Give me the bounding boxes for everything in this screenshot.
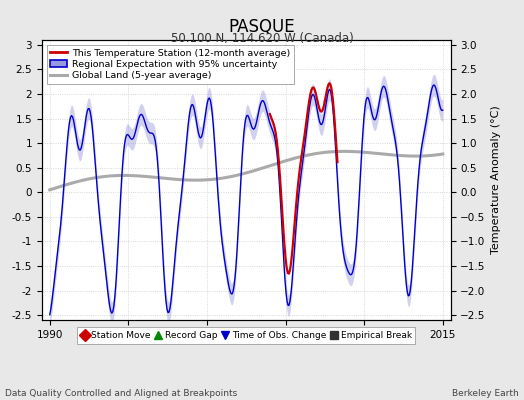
Text: Data Quality Controlled and Aligned at Breakpoints: Data Quality Controlled and Aligned at B… — [5, 389, 237, 398]
Text: 50.100 N, 114.620 W (Canada): 50.100 N, 114.620 W (Canada) — [171, 32, 353, 45]
Text: Berkeley Earth: Berkeley Earth — [452, 389, 519, 398]
Text: PASQUE: PASQUE — [228, 18, 296, 36]
Legend: Station Move, Record Gap, Time of Obs. Change, Empirical Break: Station Move, Record Gap, Time of Obs. C… — [77, 327, 416, 344]
Y-axis label: Temperature Anomaly (°C): Temperature Anomaly (°C) — [492, 106, 501, 254]
